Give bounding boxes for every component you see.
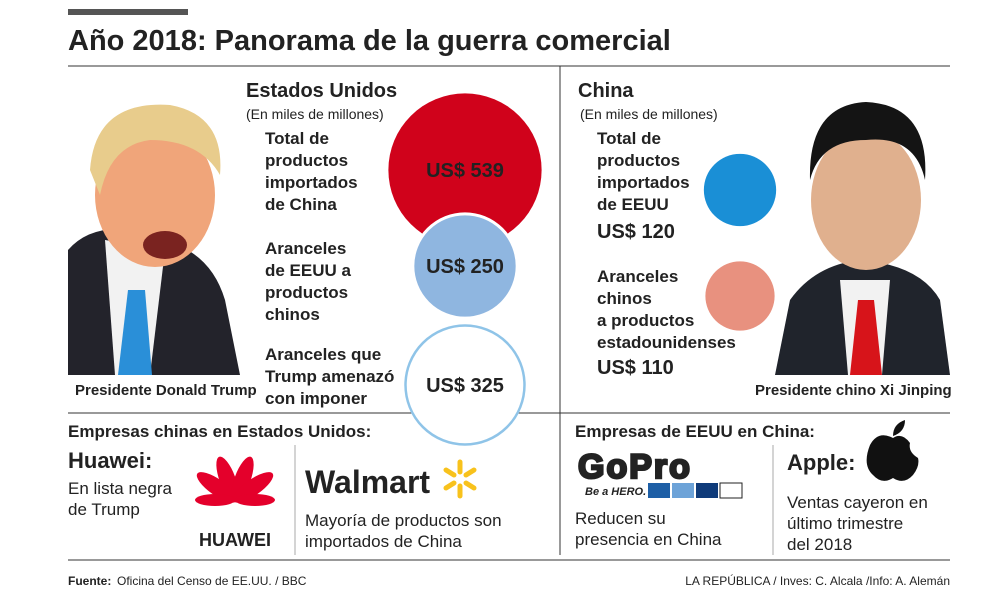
- photo-xi: [775, 102, 950, 375]
- source: Oficina del Censo de EE.UU. / BBC: [117, 574, 307, 588]
- text-line: chinos: [597, 289, 652, 308]
- top-bar: [68, 9, 188, 15]
- text-line: Reducen su: [575, 509, 666, 528]
- text-line: Total de: [597, 129, 661, 148]
- text-line: con imponer: [265, 389, 367, 408]
- text-line: importados de China: [305, 532, 462, 551]
- text-line: último trimestre: [787, 514, 903, 533]
- text-line: Ventas cayeron en: [787, 493, 928, 512]
- text-line: a productos: [597, 311, 694, 330]
- value-bubble: [705, 261, 775, 331]
- text-line: de EEUU: [597, 195, 669, 214]
- credits: LA REPÚBLICA / Inves: C. Alcala /Info: A…: [685, 573, 950, 588]
- text-line: En lista negra: [68, 479, 172, 498]
- gopro-squares: [648, 482, 743, 499]
- text-line: productos: [265, 151, 348, 170]
- section-heading: Estados Unidos: [246, 80, 397, 102]
- value-bubble: [703, 153, 777, 227]
- text-line: de EEUU a: [265, 261, 352, 280]
- text-line: Mayoría de productos son: [305, 511, 502, 530]
- value-label: US$ 325: [426, 375, 504, 397]
- unit-note: (En miles de millones): [246, 106, 384, 122]
- text-line: presencia en China: [575, 530, 722, 549]
- text-line: productos: [597, 151, 680, 170]
- company-name: Huawei:: [68, 448, 152, 473]
- photo-trump: [68, 104, 240, 375]
- text-line: Aranceles: [265, 239, 346, 258]
- text-line: del 2018: [787, 535, 852, 554]
- logo-tagline: Be a HERO.: [585, 486, 646, 498]
- section-heading: Empresas de EEUU en China:: [575, 422, 815, 441]
- title: Año 2018: Panorama de la guerra comercia…: [68, 25, 671, 57]
- logo-text: HUAWEI: [199, 530, 271, 550]
- text-line: Aranceles que: [265, 345, 381, 364]
- text-line: de China: [265, 195, 337, 214]
- source-label: Fuente:: [68, 574, 111, 588]
- text-line: importados: [597, 173, 690, 192]
- value-label: US$ 539: [426, 160, 504, 182]
- value-label: US$ 120: [597, 221, 675, 243]
- text-line: productos: [265, 283, 348, 302]
- logo-text: GoPro: [578, 448, 692, 486]
- text-line: Trump amenazó: [265, 367, 394, 386]
- text-line: Total de: [265, 129, 329, 148]
- huawei-logo: [195, 456, 275, 506]
- unit-note: (En miles de millones): [580, 106, 718, 122]
- text-line: chinos: [265, 305, 320, 324]
- walmart-spark: [443, 459, 477, 499]
- text-line: Aranceles: [597, 267, 678, 286]
- logo-text: Walmart: [305, 464, 430, 500]
- value-bubble: [411, 212, 519, 320]
- value-bubble: [388, 93, 542, 247]
- photo-caption: Presidente Donald Trump: [75, 382, 257, 399]
- text-line: de Trump: [68, 500, 140, 519]
- photo-caption: Presidente chino Xi Jinping: [755, 382, 952, 399]
- section-heading: China: [578, 80, 634, 102]
- section-heading: Empresas chinas en Estados Unidos:: [68, 422, 371, 441]
- value-bubble: [404, 324, 526, 446]
- apple-logo: [866, 420, 919, 481]
- text-line: estadounidenses: [597, 333, 736, 352]
- value-label: US$ 110: [597, 357, 674, 379]
- text-line: importados: [265, 173, 358, 192]
- value-label: US$ 250: [426, 256, 504, 278]
- company-name: Apple:: [787, 450, 855, 475]
